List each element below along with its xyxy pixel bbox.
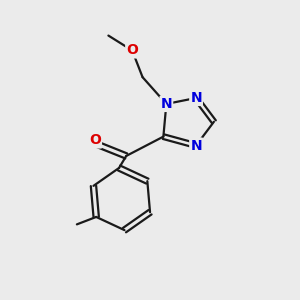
Text: O: O [126,44,138,57]
Text: N: N [190,139,202,152]
Text: O: O [89,134,101,148]
Text: N: N [190,91,202,105]
Text: N: N [160,97,172,111]
